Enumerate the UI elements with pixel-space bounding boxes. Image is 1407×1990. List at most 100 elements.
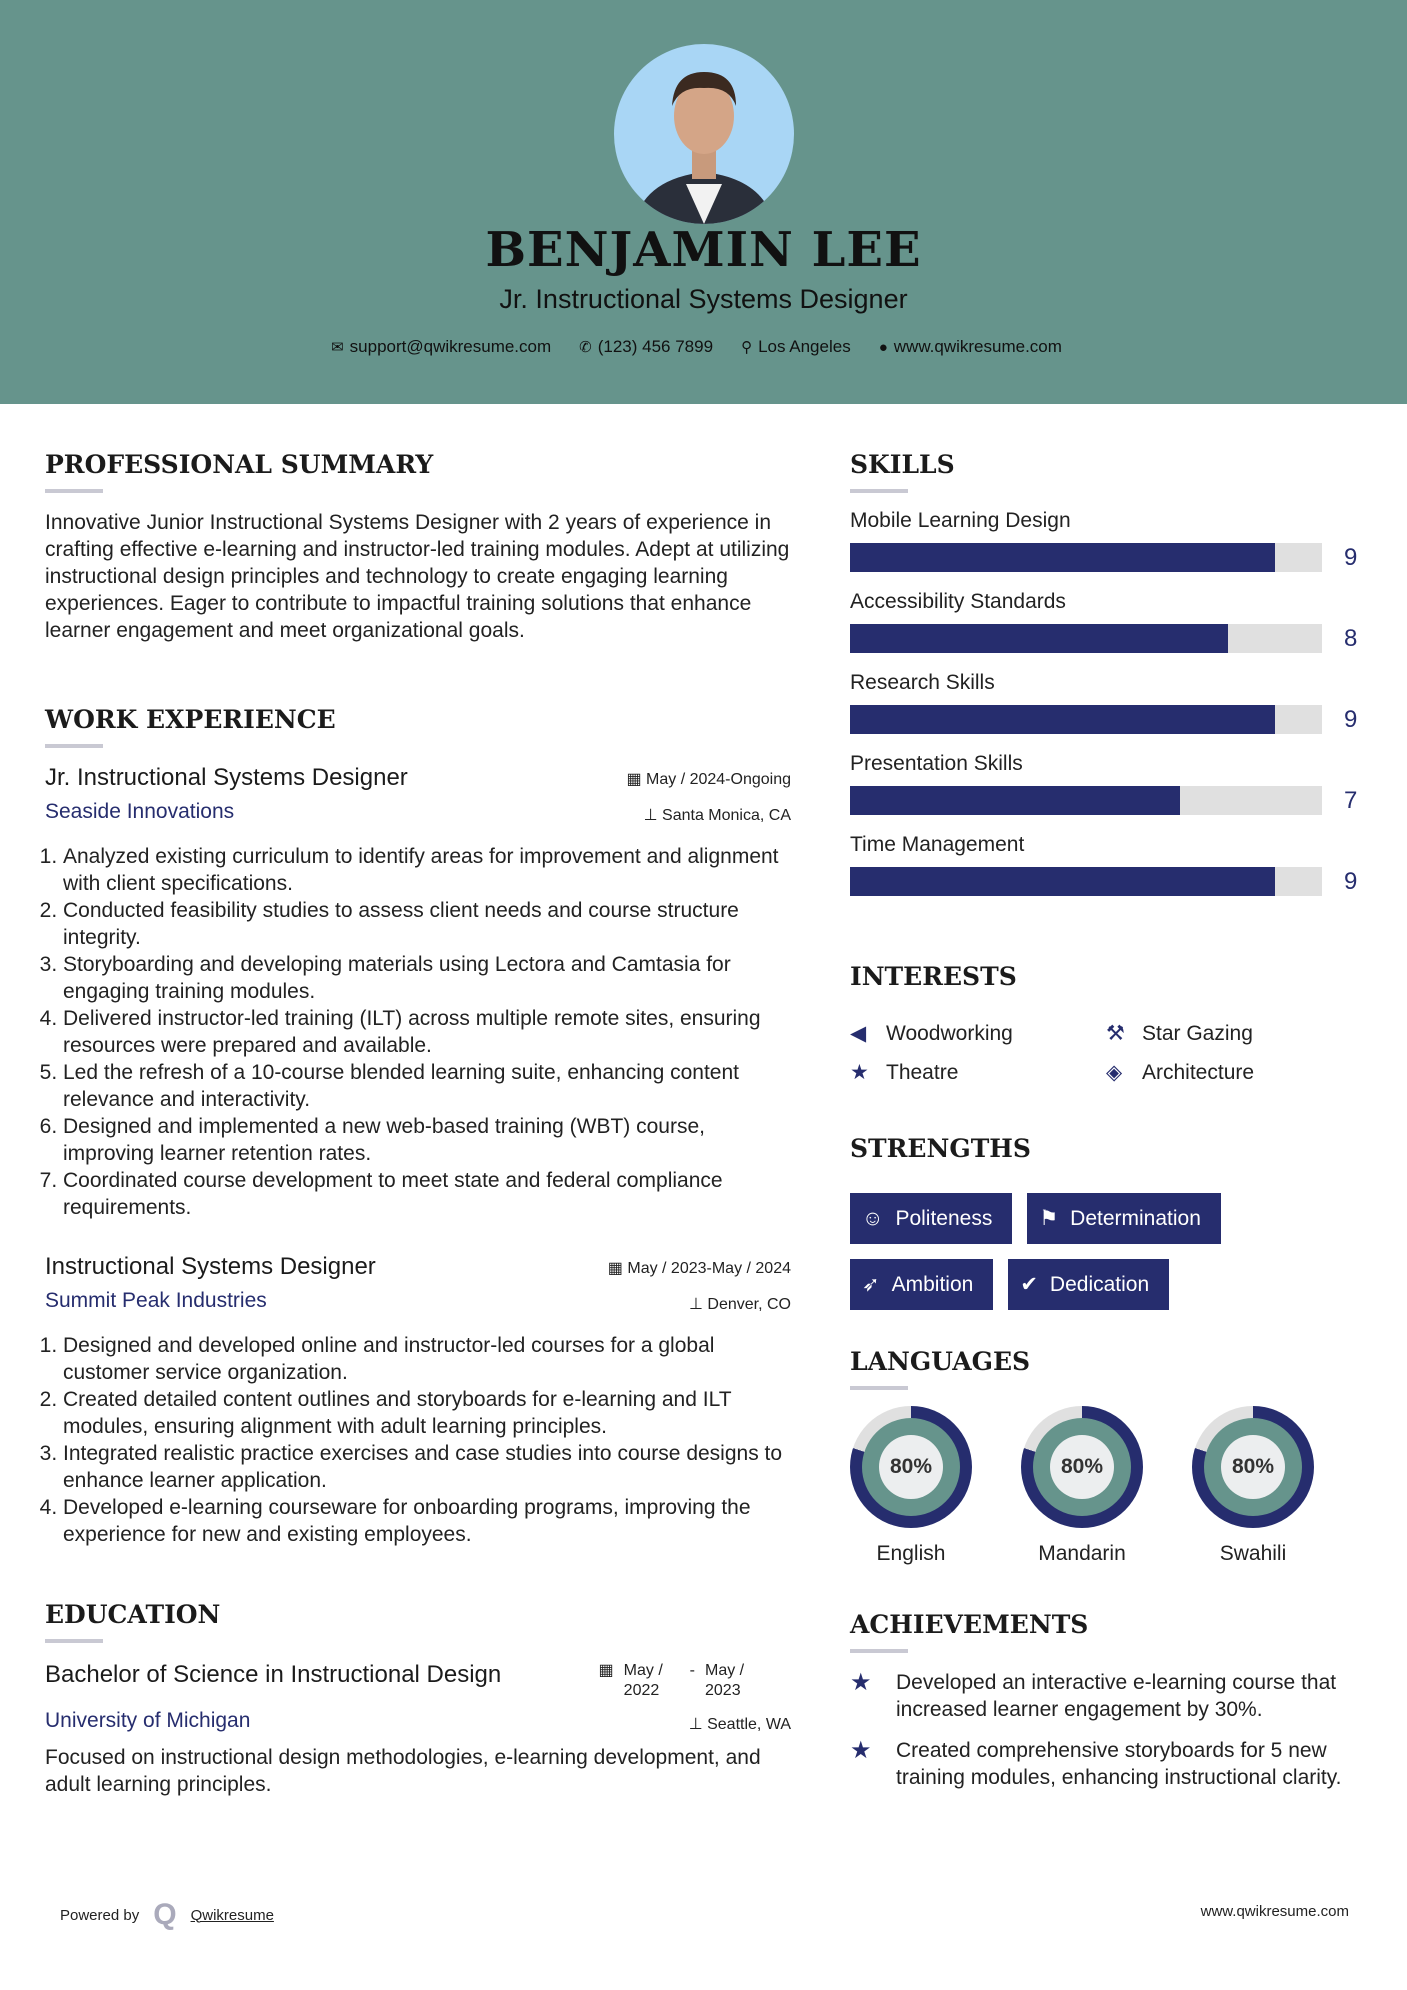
strength-tag: ⚑ Determination — [1027, 1193, 1221, 1244]
strength-label: Ambition — [891, 1272, 974, 1296]
skill-item: Time Management 9 — [850, 833, 1370, 896]
skill-fill — [850, 786, 1181, 815]
skill-track — [850, 624, 1322, 653]
email-link[interactable]: support@qwikresume.com — [349, 337, 552, 356]
resume-header: BENJAMIN LEE Jr. Instructional Systems D… — [0, 0, 1407, 404]
section-heading: EDUCATION — [45, 1600, 221, 1629]
interest-item: ⚒ Star Gazing — [1106, 1021, 1306, 1046]
pin-icon: ⊥ — [643, 807, 663, 824]
bullet: Led the refresh of a 10-course blended l… — [63, 1059, 791, 1113]
skill-track — [850, 543, 1322, 572]
language-name: Swahili — [1219, 1542, 1287, 1565]
skill-fill — [850, 543, 1275, 572]
language-percent: 80% — [1221, 1435, 1285, 1499]
strength-label: Determination — [1070, 1206, 1201, 1230]
achievement-item: ★ Created comprehensive storyboards for 5… — [850, 1737, 1370, 1791]
section-heading: ACHIEVEMENTS — [850, 1610, 1089, 1639]
languages-section: LANGUAGES 80% English 80% Mandarin 80% Swahil… — [850, 1347, 1370, 1566]
strength-label: Politeness — [895, 1206, 993, 1230]
skill-fill — [850, 867, 1275, 896]
footer-website[interactable]: www.qwikresume.com — [1200, 1903, 1349, 1920]
job-location: Denver, CO — [707, 1296, 791, 1313]
globe-icon: ● — [878, 339, 888, 356]
skill-track — [850, 867, 1322, 896]
gavel-icon: ⚒ — [1106, 1022, 1125, 1045]
bullet: Developed e-learning courseware for onbo… — [63, 1494, 791, 1548]
calendar-icon: ▦ — [626, 771, 647, 788]
company-name: Summit Peak Industries — [45, 1289, 267, 1312]
language-item: 80% Swahili — [1192, 1406, 1314, 1566]
degree: Bachelor of Science in Instructional Des… — [45, 1661, 502, 1688]
interests-section: INTERESTS ◀ Woodworking ⚒ Star Gazing ★ The… — [850, 962, 1370, 1085]
skill-bar: 7 — [850, 786, 1370, 815]
bullet: Created detailed content outlines and st… — [63, 1386, 791, 1440]
heading-underline — [45, 744, 103, 748]
section-heading: WORK EXPERIENCE — [45, 705, 336, 734]
calendar-icon: ▦ — [607, 1260, 628, 1277]
brand-link[interactable]: Qwikresume — [190, 1906, 274, 1924]
section-heading: LANGUAGES — [850, 1347, 1031, 1376]
phone-text: (123) 456 7899 — [597, 337, 714, 356]
bullhorn-icon: ◀ — [850, 1022, 867, 1045]
pin-icon: ⊥ — [688, 1716, 708, 1733]
interest-label: Star Gazing — [1142, 1022, 1253, 1045]
smile-icon: ☺ — [862, 1206, 884, 1230]
section-heading: PROFESSIONAL SUMMARY — [45, 450, 434, 479]
pin-icon: ⊥ — [689, 1296, 708, 1313]
qwikresume-logo-icon: Q — [153, 1898, 177, 1931]
edu-location: Seattle, WA — [707, 1716, 791, 1733]
contact-bar: ✉ support@qwikresume.com ✆ (123) 456 7899 … — [0, 337, 1407, 357]
skill-item: Presentation Skills 7 — [850, 752, 1370, 815]
heading-underline — [850, 1649, 908, 1653]
heading-underline — [45, 1639, 103, 1643]
strength-tag: ✔ Dedication — [1008, 1259, 1170, 1310]
interest-item: ◀ Woodworking — [850, 1021, 1106, 1046]
interest-label: Woodworking — [886, 1022, 1013, 1045]
heading-underline — [850, 1386, 908, 1390]
achievement-item: ★ Developed an interactive e-learning cou… — [850, 1669, 1370, 1723]
language-donut: 80% — [850, 1406, 972, 1528]
interest-item: ◈ Architecture — [1106, 1060, 1306, 1085]
star-icon: ★ — [850, 1061, 869, 1084]
achievement-text: Developed an interactive e-learning cour… — [896, 1671, 1337, 1721]
language-name: English — [876, 1542, 946, 1565]
achievement-text: Created comprehensive storyboards for 5 … — [896, 1739, 1342, 1789]
job-bullets: Designed and developed online and instru… — [45, 1332, 791, 1548]
language-percent: 80% — [1050, 1435, 1114, 1499]
phone-icon: ✆ — [579, 339, 592, 356]
footer-powered-by: Powered by Q Qwikresume — [60, 1898, 274, 1932]
location-text: Los Angeles — [758, 337, 851, 356]
education-section: EDUCATION Bachelor of Science in Instruc… — [45, 1600, 791, 1798]
skill-bar: 8 — [850, 624, 1370, 653]
job-bullets: Analyzed existing curriculum to identify… — [45, 843, 791, 1221]
envelope-icon: ✉ — [331, 339, 344, 356]
edu-end: May / 2023 — [705, 1662, 745, 1699]
heading-underline — [45, 489, 103, 493]
summary-section: PROFESSIONAL SUMMARY Innovative Junior I… — [45, 450, 791, 644]
heading-spacer — [850, 1001, 908, 1005]
edu-description: Focused on instructional design methodol… — [45, 1746, 761, 1796]
school-name: University of Michigan — [45, 1709, 251, 1732]
heading-underline — [850, 489, 908, 493]
language-donut: 80% — [1192, 1406, 1314, 1528]
language-percent: 80% — [879, 1435, 943, 1499]
skill-item: Research Skills 9 — [850, 671, 1370, 734]
skill-name: Time Management — [850, 833, 1025, 856]
job-entry: Jr. Instructional Systems Designer ▦ May… — [45, 764, 791, 1221]
summary-text: Innovative Junior Instructional Systems … — [45, 511, 790, 642]
skill-name: Mobile Learning Design — [850, 509, 1071, 532]
skill-bar: 9 — [850, 867, 1370, 896]
work-section: WORK EXPERIENCE Jr. Instructional System… — [45, 705, 791, 1548]
star-badge-icon: ★ — [850, 1737, 872, 1764]
language-donut: 80% — [1021, 1406, 1143, 1528]
powered-by-text: Powered by — [60, 1906, 140, 1924]
bullet: Analyzed existing curriculum to identify… — [63, 843, 791, 897]
skill-fill — [850, 624, 1228, 653]
interest-label: Architecture — [1142, 1061, 1255, 1084]
job-dates: May / 2023-May / 2024 — [627, 1260, 791, 1277]
date-separator: - — [689, 1662, 695, 1679]
skills-section: SKILLS Mobile Learning Design 9 Accessibi… — [850, 450, 1370, 914]
website-link[interactable]: www.qwikresume.com — [893, 337, 1062, 356]
candidate-name: BENJAMIN LEE — [485, 222, 922, 278]
strength-label: Dedication — [1049, 1272, 1150, 1296]
